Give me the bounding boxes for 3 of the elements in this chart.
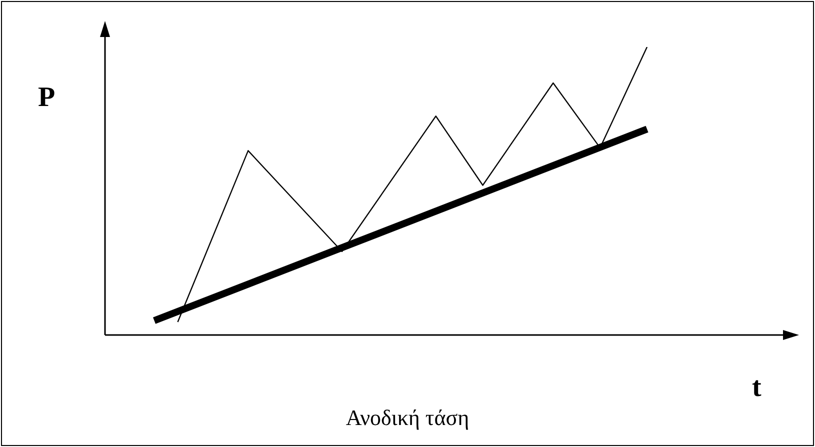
y-axis-title: P (38, 82, 56, 114)
text: Ανοδική τάση (344, 405, 470, 431)
x-axis-title: t (752, 372, 762, 404)
